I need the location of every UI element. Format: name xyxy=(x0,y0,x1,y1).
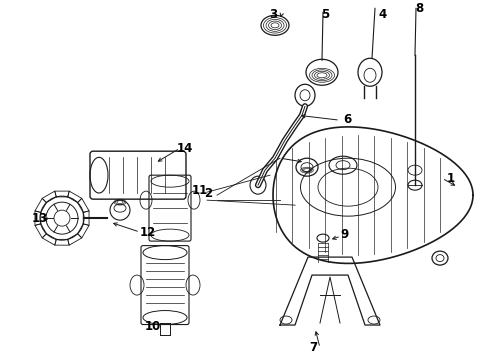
Text: 3: 3 xyxy=(269,8,277,21)
Text: 6: 6 xyxy=(343,113,351,126)
Text: 12: 12 xyxy=(140,226,156,239)
Text: 1: 1 xyxy=(447,172,455,185)
Text: 11: 11 xyxy=(192,184,208,197)
Text: 14: 14 xyxy=(177,142,193,155)
Text: 2: 2 xyxy=(204,186,212,200)
Text: 4: 4 xyxy=(379,8,387,21)
Text: 5: 5 xyxy=(321,8,329,21)
Text: 13: 13 xyxy=(32,212,48,225)
Text: 7: 7 xyxy=(309,341,317,354)
Text: 9: 9 xyxy=(340,228,348,240)
Text: 10: 10 xyxy=(145,320,161,333)
Text: 8: 8 xyxy=(415,2,423,15)
